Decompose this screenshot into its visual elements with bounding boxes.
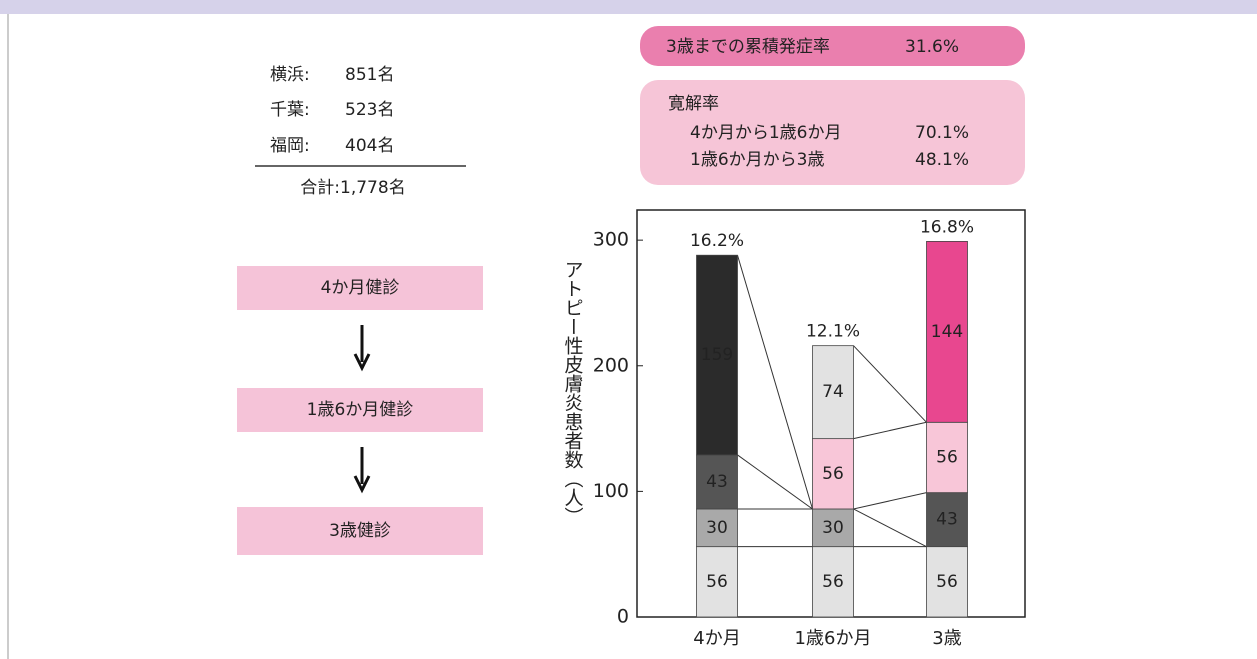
y-axis-label: アトピー性皮膚炎患者数（人）: [562, 260, 584, 526]
flow-line: [853, 345, 927, 423]
count: 851名: [345, 65, 394, 85]
segment-label: 56: [822, 572, 844, 592]
segment-label: 56: [936, 572, 958, 592]
segment-label: 43: [706, 472, 728, 492]
total: 合計:1,778名: [300, 178, 405, 198]
cumulative-value: 31.6%: [905, 37, 959, 57]
segment-label: 56: [706, 572, 728, 592]
bar-top-label: 16.2%: [690, 231, 744, 251]
arrow: [353, 447, 371, 494]
segment-label: 159: [701, 345, 733, 365]
bar-segment: [926, 492, 968, 548]
segment-label: 56: [822, 464, 844, 484]
bar-segment: [812, 546, 854, 618]
cumulative-label: 3歳までの累積発症率: [666, 37, 830, 57]
bar-segment: [696, 254, 738, 456]
city: 福岡:: [270, 136, 310, 156]
remission-value: 70.1%: [915, 123, 969, 143]
remission-label: 1歳6か月から3歳: [690, 150, 824, 170]
remission-title: 寛解率: [668, 94, 719, 114]
flow-box: [237, 266, 483, 310]
bar-segment: [812, 345, 854, 440]
flow-label: 1歳6か月健診: [307, 400, 414, 420]
y-tick-label: 300: [593, 229, 629, 251]
city: 横浜:: [270, 65, 310, 85]
y-tick-label: 100: [593, 480, 629, 502]
bar-segment: [926, 241, 968, 423]
flow-box: [237, 388, 483, 432]
cumulative-box: [640, 26, 1025, 66]
bar-segment: [696, 508, 738, 548]
flow-line: [853, 421, 927, 440]
segment-label: 30: [706, 518, 728, 538]
flow-line: [737, 255, 813, 510]
remission-label: 4か月から1歳6か月: [690, 123, 841, 143]
arrow: [353, 325, 371, 372]
x-tick-label: 4か月: [693, 628, 740, 649]
flow-box: [237, 507, 483, 555]
bar-segment: [926, 421, 968, 494]
segment-label: 74: [822, 382, 844, 402]
bar-segment: [696, 546, 738, 618]
flow-line: [853, 508, 927, 548]
remission-value: 48.1%: [915, 150, 969, 170]
remission-box: [640, 80, 1025, 185]
bar-segment: [926, 546, 968, 618]
y-tick-label: 200: [593, 354, 629, 376]
top-band: [0, 0, 1257, 14]
segment-label: 43: [936, 510, 958, 530]
count: 404名: [345, 136, 394, 156]
segment-label: 30: [822, 518, 844, 538]
flow-label: 4か月健診: [321, 278, 400, 298]
bar-segment: [812, 508, 854, 548]
x-tick-label: 1歳6か月: [795, 628, 872, 649]
bar-segment: [812, 438, 854, 510]
city: 千葉:: [270, 100, 310, 120]
y-tick-label: 0: [617, 606, 629, 628]
segment-label: 56: [936, 447, 958, 467]
bar-top-label: 12.1%: [806, 322, 860, 342]
segment-label: 144: [931, 322, 963, 342]
flow-line: [853, 492, 927, 510]
count: 523名: [345, 100, 394, 120]
bar-top-label: 16.8%: [920, 217, 974, 237]
x-tick-label: 3歳: [932, 628, 961, 649]
bar-segment: [696, 454, 738, 510]
flow-line: [737, 454, 813, 510]
flow-label: 3歳健診: [329, 521, 391, 541]
